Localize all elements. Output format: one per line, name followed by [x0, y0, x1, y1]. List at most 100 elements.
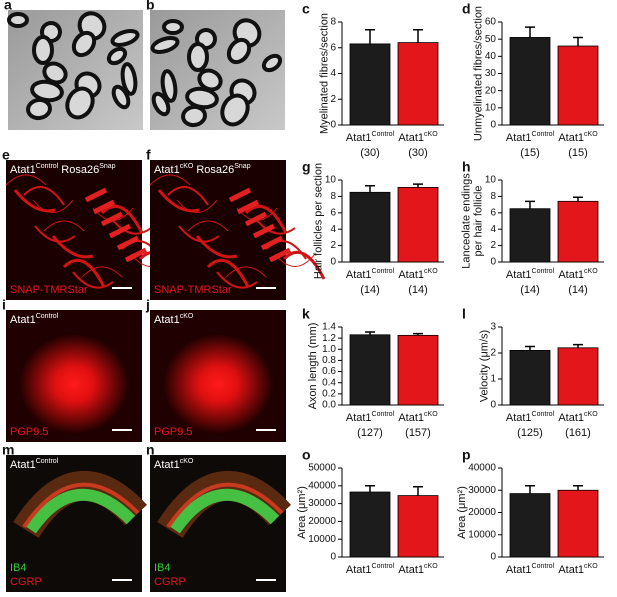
bar-chart: h 0 2 4 6 8 10 Lanceolate endings per hair folli… [461, 159, 604, 296]
follicle [100, 211, 124, 227]
x-tick-label: Atat1Control [506, 268, 555, 281]
y-tick-label: 40000 [468, 463, 496, 474]
image-panel: b [146, 0, 285, 130]
x-tick-label: Atat1cKO [398, 411, 438, 424]
y-tick-label: 20000 [308, 516, 336, 527]
y-tick-label: 4 [490, 224, 496, 235]
fibre [23, 186, 65, 206]
x-tick-label: Atat1cKO [558, 268, 598, 281]
stain-label: PGP9.5 [154, 426, 193, 438]
image-title: Atat1Control Rosa26Snap [10, 163, 116, 176]
stain-label: SNAP-TMRStar [10, 284, 88, 296]
fibre [206, 258, 250, 288]
stain-label: CGRP [10, 576, 42, 588]
y-tick-label: 1 [490, 374, 496, 385]
sample-size: (15) [520, 147, 540, 159]
y-tick-label: 0 [490, 552, 496, 563]
y-axis-label: Unmyelinated fibres/section [473, 6, 485, 141]
image-title: Atat1cKO [154, 313, 194, 326]
category-name: Atat1 [398, 132, 424, 144]
bar [349, 491, 391, 558]
y-tick-label: 1.0 [322, 344, 336, 355]
sample-size: (127) [357, 427, 383, 439]
error-bar [573, 36, 583, 47]
y-axis-label: Area (μm²) [296, 486, 308, 539]
category-name: Atat1 [346, 269, 372, 281]
x-tick-label: Atat1cKO [558, 411, 598, 424]
panel-letter: o [302, 447, 311, 463]
fibre [157, 189, 200, 213]
follicle [244, 211, 268, 227]
title-text: Rosa26 [196, 164, 234, 176]
cgrp-layer [166, 482, 284, 529]
sample-size: (161) [565, 427, 591, 439]
y-tick-label: 6 [490, 207, 496, 218]
axon [160, 69, 178, 103]
axon [181, 104, 207, 128]
y-tick-label: 40000 [308, 480, 336, 491]
y-tick-label: 0.0 [322, 400, 336, 411]
category-superscript: Control [372, 268, 395, 275]
panel-letter: h [462, 159, 471, 175]
fibre [149, 174, 191, 186]
image-panel: a [4, 0, 143, 130]
error-bar [365, 331, 375, 335]
error-bar [413, 332, 423, 336]
stain-label: IB4 [10, 562, 27, 574]
y-tick-label: 6 [330, 42, 336, 53]
error-bar [573, 485, 583, 491]
panel-letter: n [146, 442, 155, 458]
bar-chart: p 0 10000 20000 30000 40000 Area (μm²) Atat1Con… [456, 447, 604, 576]
title-text: Atat1 [10, 314, 36, 326]
sample-size: (125) [517, 427, 543, 439]
x-tick-label: Atat1Control [346, 563, 395, 576]
y-tick-label: 1.4 [322, 322, 336, 333]
error-bar [413, 28, 423, 43]
error-bar [413, 485, 423, 496]
y-tick-label: 0 [330, 120, 336, 131]
category-superscript: Control [372, 411, 395, 418]
y-tick-label: 1.2 [322, 333, 336, 344]
y-tick-label: 2 [490, 348, 496, 359]
y-axis-label: Myelinated fibres/section [318, 13, 330, 134]
panel-letter: g [302, 159, 311, 175]
bar [349, 191, 391, 263]
follicle [116, 235, 140, 251]
sample-size: (14) [408, 284, 428, 296]
dorsal-root-ganglion [19, 334, 129, 434]
y-tick-label: 10000 [308, 534, 336, 545]
category-name: Atat1 [346, 412, 372, 424]
axon [220, 93, 250, 127]
category-superscript: Control [532, 131, 555, 138]
y-tick-label: 10 [325, 175, 337, 186]
category-name: Atat1 [558, 269, 584, 281]
y-tick-label: 30000 [308, 498, 336, 509]
y-axis-label: Velocity (μm/s) [478, 330, 490, 402]
category-superscript: Control [372, 131, 395, 138]
y-axis-label: Lanceolate endings [461, 173, 473, 269]
image-title: Atat1Control [10, 313, 59, 326]
y-tick-label: 50 [485, 34, 497, 45]
title-text: Rosa26 [61, 164, 99, 176]
category-name: Atat1 [506, 269, 532, 281]
axon [187, 42, 209, 72]
y-axis-label: Hair follicles per section [313, 163, 325, 279]
error-bar [573, 196, 583, 202]
title-superscript: Control [36, 313, 59, 320]
y-tick-label: 6 [330, 207, 336, 218]
bar [509, 208, 551, 263]
y-tick-label: 0 [330, 257, 336, 268]
y-tick-label: 0 [490, 400, 496, 411]
sample-size: (157) [405, 427, 431, 439]
y-tick-label: 8 [330, 17, 336, 28]
title-superscript: cKO [180, 458, 194, 465]
title-superscript: Control [36, 163, 59, 170]
follicle [236, 199, 260, 215]
error-bar [365, 485, 375, 493]
follicle [228, 187, 252, 203]
